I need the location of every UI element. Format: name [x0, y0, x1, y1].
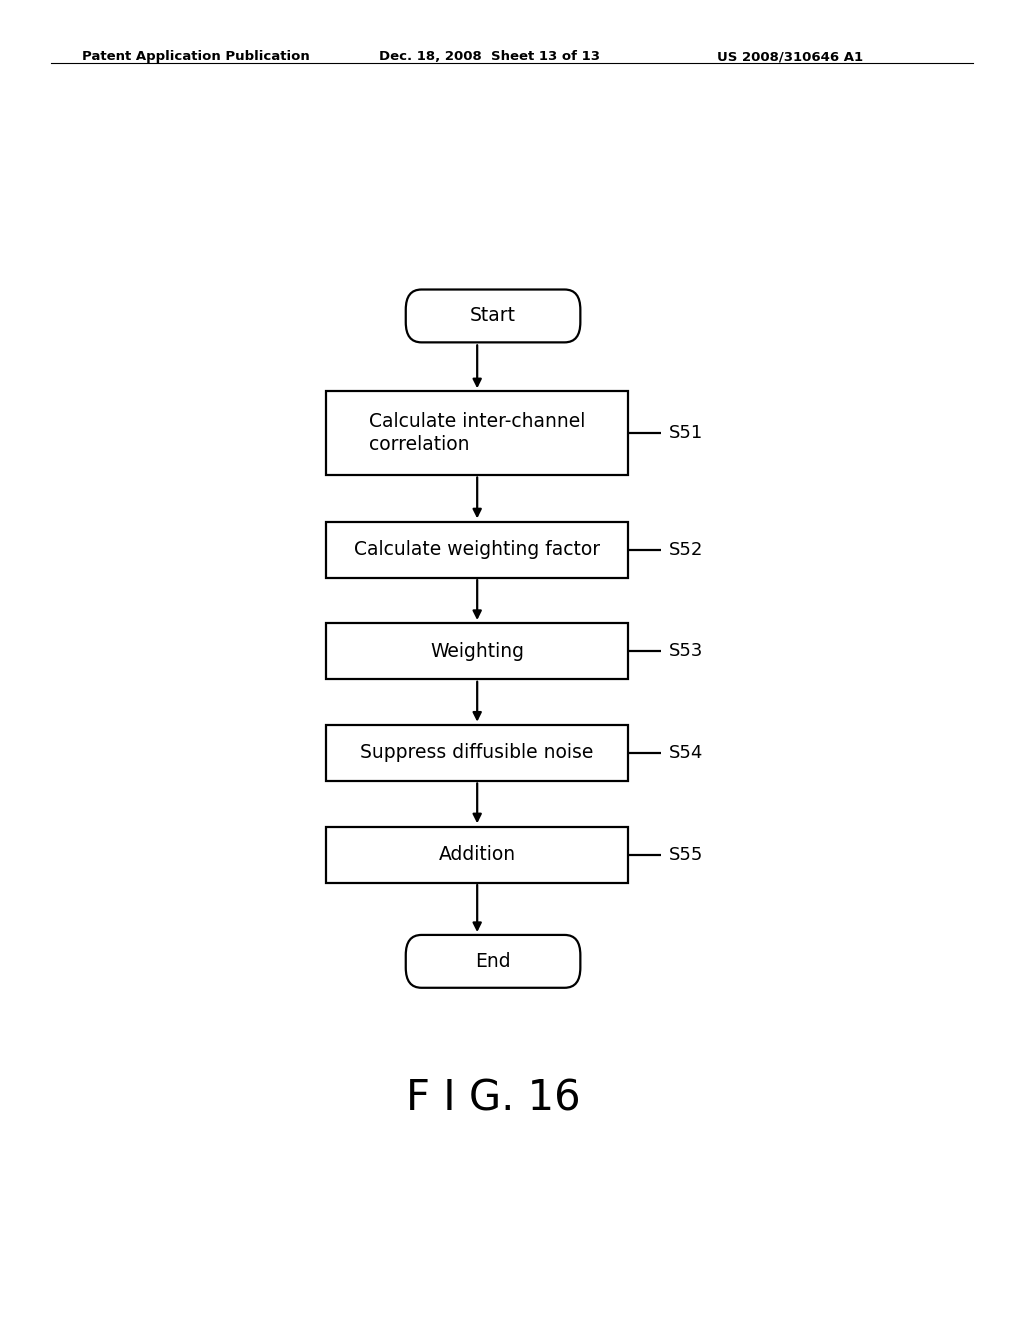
Bar — [327, 521, 628, 578]
Text: S51: S51 — [670, 424, 703, 442]
Text: Addition: Addition — [438, 845, 516, 865]
Text: Calculate inter-channel
correlation: Calculate inter-channel correlation — [369, 412, 586, 454]
Text: Suppress diffusible noise: Suppress diffusible noise — [360, 743, 594, 763]
Text: Start: Start — [470, 306, 516, 326]
FancyBboxPatch shape — [406, 935, 581, 987]
Bar — [327, 725, 628, 781]
Bar — [327, 391, 628, 474]
Text: F I G. 16: F I G. 16 — [406, 1077, 581, 1119]
Bar — [327, 826, 628, 883]
Bar — [327, 623, 628, 680]
Text: S54: S54 — [670, 744, 703, 762]
Text: S53: S53 — [670, 643, 703, 660]
Text: Weighting: Weighting — [430, 642, 524, 661]
Text: End: End — [475, 952, 511, 970]
Text: Dec. 18, 2008  Sheet 13 of 13: Dec. 18, 2008 Sheet 13 of 13 — [379, 50, 600, 63]
Text: Calculate weighting factor: Calculate weighting factor — [354, 540, 600, 560]
Text: US 2008/310646 A1: US 2008/310646 A1 — [717, 50, 863, 63]
FancyBboxPatch shape — [406, 289, 581, 342]
Text: S55: S55 — [670, 846, 703, 863]
Text: Patent Application Publication: Patent Application Publication — [82, 50, 309, 63]
Text: S52: S52 — [670, 541, 703, 558]
